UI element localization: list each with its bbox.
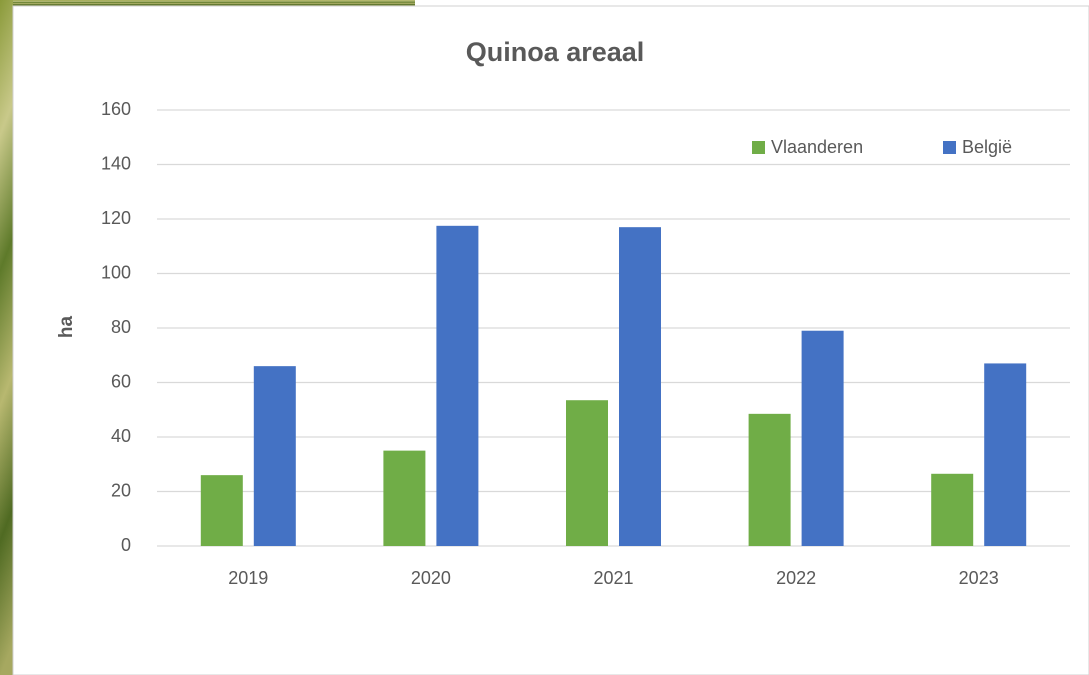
background-image (0, 0, 13, 675)
y-tick-label: 40 (111, 426, 131, 446)
legend-label: België (962, 137, 1012, 157)
bar (931, 474, 973, 546)
legend-swatch (943, 141, 956, 154)
bar (802, 331, 844, 546)
bar (383, 451, 425, 546)
bar (619, 227, 661, 546)
legend-label: Vlaanderen (771, 137, 863, 157)
x-tick-label: 2023 (959, 568, 999, 588)
y-tick-label: 60 (111, 371, 131, 391)
y-axis-label: ha (56, 315, 77, 338)
bar (254, 366, 296, 546)
y-tick-label: 80 (111, 317, 131, 337)
bar (749, 414, 791, 546)
legend-swatch (752, 141, 765, 154)
background-image (0, 0, 415, 6)
y-tick-label: 20 (111, 480, 131, 500)
bar (984, 363, 1026, 546)
x-tick-label: 2019 (228, 568, 268, 588)
y-tick-label: 0 (121, 535, 131, 555)
bar (566, 400, 608, 546)
x-tick-label: 2022 (776, 568, 816, 588)
y-tick-label: 140 (101, 153, 131, 173)
y-tick-label: 100 (101, 262, 131, 282)
chart-panel (13, 6, 1089, 675)
y-tick-label: 120 (101, 208, 131, 228)
y-tick-label: 160 (101, 99, 131, 119)
chart-title: Quinoa areaal (466, 37, 645, 67)
bar (436, 226, 478, 546)
page: Quinoa areaal ha 0 20 40 60 80 100 120 140 160 20… (0, 0, 1089, 675)
chart: Quinoa areaal ha 0 20 40 60 80 100 120 140 160 20… (0, 0, 1089, 675)
bar (201, 475, 243, 546)
x-tick-label: 2020 (411, 568, 451, 588)
x-tick-label: 2021 (593, 568, 633, 588)
